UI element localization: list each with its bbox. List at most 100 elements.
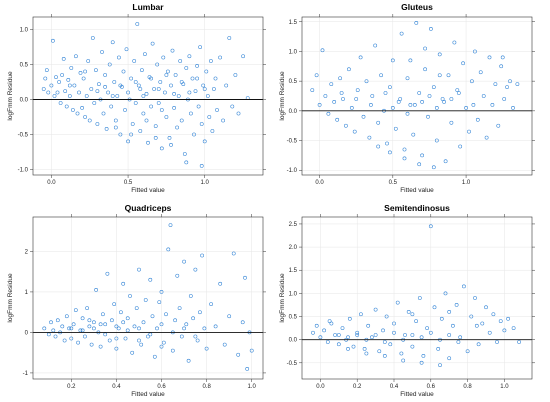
- y-tick-label: 1.0: [289, 291, 298, 297]
- y-tick-label: -0.5: [287, 139, 298, 145]
- data-point: [439, 316, 444, 321]
- y-axis-label-gluteus: logFmm Residue: [279, 71, 286, 121]
- data-point: [123, 108, 127, 112]
- data-point: [377, 349, 382, 354]
- data-point: [149, 76, 153, 81]
- data-point: [137, 338, 141, 343]
- data-point: [133, 101, 138, 105]
- data-point: [202, 326, 207, 331]
- data-point: [41, 87, 46, 91]
- data-point: [462, 284, 466, 289]
- data-point: [159, 146, 164, 151]
- data-point: [159, 322, 164, 327]
- data-point: [231, 251, 236, 256]
- data-point: [392, 321, 396, 326]
- x-tick-label: 0.8: [202, 384, 211, 390]
- data-point: [417, 296, 422, 300]
- data-point: [333, 333, 337, 337]
- data-point: [126, 139, 130, 144]
- data-point: [458, 144, 463, 149]
- data-point: [341, 97, 345, 101]
- data-point: [155, 62, 160, 67]
- data-point: [243, 275, 247, 280]
- data-point: [421, 354, 426, 358]
- data-point: [139, 342, 144, 347]
- data-point: [417, 91, 422, 95]
- data-point: [176, 94, 181, 98]
- data-point: [493, 82, 498, 86]
- data-point: [60, 73, 64, 77]
- data-point: [431, 85, 436, 89]
- x-tick-label: 0.0: [315, 180, 324, 186]
- data-point: [182, 326, 186, 331]
- data-point: [385, 141, 389, 146]
- panel-title-gluteus: Gluteus: [401, 2, 433, 12]
- data-point: [112, 80, 117, 84]
- data-point: [434, 138, 439, 143]
- data-point: [515, 82, 520, 86]
- data-point: [43, 76, 48, 81]
- data-point: [86, 59, 91, 63]
- data-point: [495, 340, 499, 344]
- data-point: [329, 82, 334, 86]
- data-point: [114, 336, 119, 341]
- y-axis-label-lumbar: logFmm Residue: [7, 71, 14, 121]
- data-point: [113, 118, 118, 123]
- data-point: [163, 90, 167, 95]
- data-point: [398, 97, 403, 101]
- data-point: [200, 253, 204, 258]
- y-tick-label: 1.5: [289, 20, 298, 26]
- data-point: [58, 101, 63, 105]
- panel-title-semitendinosus: Semitendinosus: [384, 203, 450, 213]
- data-point: [318, 335, 323, 340]
- data-point: [432, 305, 437, 310]
- x-tick-label: 0.0: [316, 384, 325, 390]
- data-point: [54, 75, 58, 79]
- data-point: [326, 111, 331, 116]
- data-point: [67, 326, 71, 331]
- data-point: [447, 310, 452, 314]
- data-point: [419, 335, 424, 340]
- data-point: [373, 333, 378, 337]
- data-point: [132, 324, 137, 329]
- data-point: [71, 322, 76, 327]
- data-point: [471, 103, 476, 107]
- data-point: [467, 129, 471, 134]
- data-point: [425, 326, 429, 330]
- data-point: [390, 106, 395, 110]
- data-point: [408, 103, 413, 107]
- data-point: [323, 94, 328, 98]
- data-point: [212, 87, 216, 91]
- data-point: [143, 298, 148, 302]
- data-point: [76, 340, 80, 345]
- data-point: [89, 87, 94, 91]
- data-point: [62, 338, 67, 343]
- data-point: [406, 310, 411, 314]
- data-point: [121, 320, 126, 325]
- data-point: [455, 88, 460, 92]
- data-point: [92, 326, 96, 331]
- data-point: [373, 307, 378, 312]
- data-point: [98, 344, 103, 349]
- panel-title-quadriceps: Quadriceps: [125, 203, 172, 213]
- data-point: [87, 118, 92, 123]
- data-point: [186, 358, 191, 363]
- plot-area: 0.0 0.5 1.0 -1.0 -0.5 0.0 0.5 1.0 1.5: [287, 14, 535, 186]
- data-point: [379, 73, 383, 78]
- data-point: [464, 106, 468, 110]
- data-point: [80, 328, 85, 333]
- data-point: [204, 346, 209, 351]
- data-point: [141, 94, 146, 98]
- data-point: [83, 334, 87, 339]
- data-point: [193, 89, 198, 93]
- data-point: [101, 312, 105, 317]
- data-point: [106, 90, 110, 95]
- data-point: [114, 324, 119, 329]
- data-point: [458, 335, 463, 340]
- data-point: [195, 76, 199, 81]
- data-point: [85, 306, 89, 310]
- y-tick-label: 1: [25, 290, 29, 296]
- data-point: [193, 334, 198, 339]
- data-point: [446, 73, 451, 78]
